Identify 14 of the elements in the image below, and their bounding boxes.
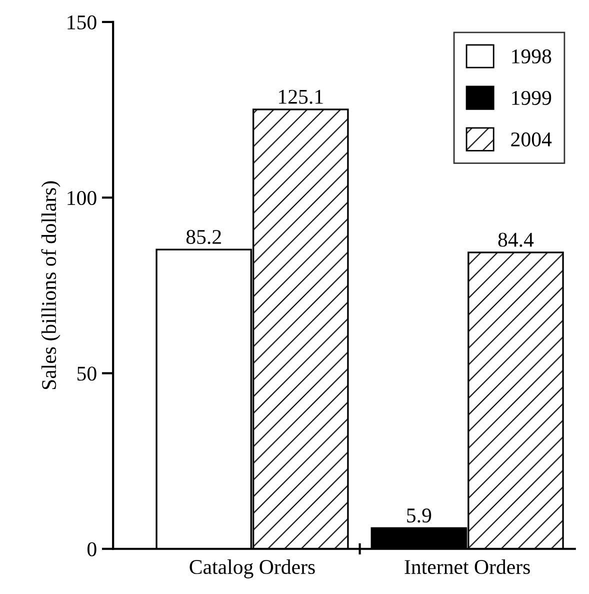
data-label: 5.9: [407, 508, 432, 523]
y-tick-label: 50: [77, 366, 96, 381]
y-tick-label: 150: [68, 15, 96, 30]
y-tick-label: 100: [68, 190, 96, 206]
data-label: 84.4: [498, 232, 534, 247]
x-tick-label: Catalog Orders: [190, 559, 315, 578]
data-label: 85.2: [186, 230, 221, 244]
legend-label: 2004: [511, 132, 552, 146]
y-axis-title: Sales (billions of dollars): [41, 181, 60, 390]
data-label: 125.1: [279, 90, 323, 104]
x-tick-label: Internet Orders: [404, 559, 530, 574]
legend-label: 1998: [512, 49, 552, 64]
legend-label: 1999: [512, 90, 552, 105]
y-tick-label: 0: [87, 542, 96, 556]
